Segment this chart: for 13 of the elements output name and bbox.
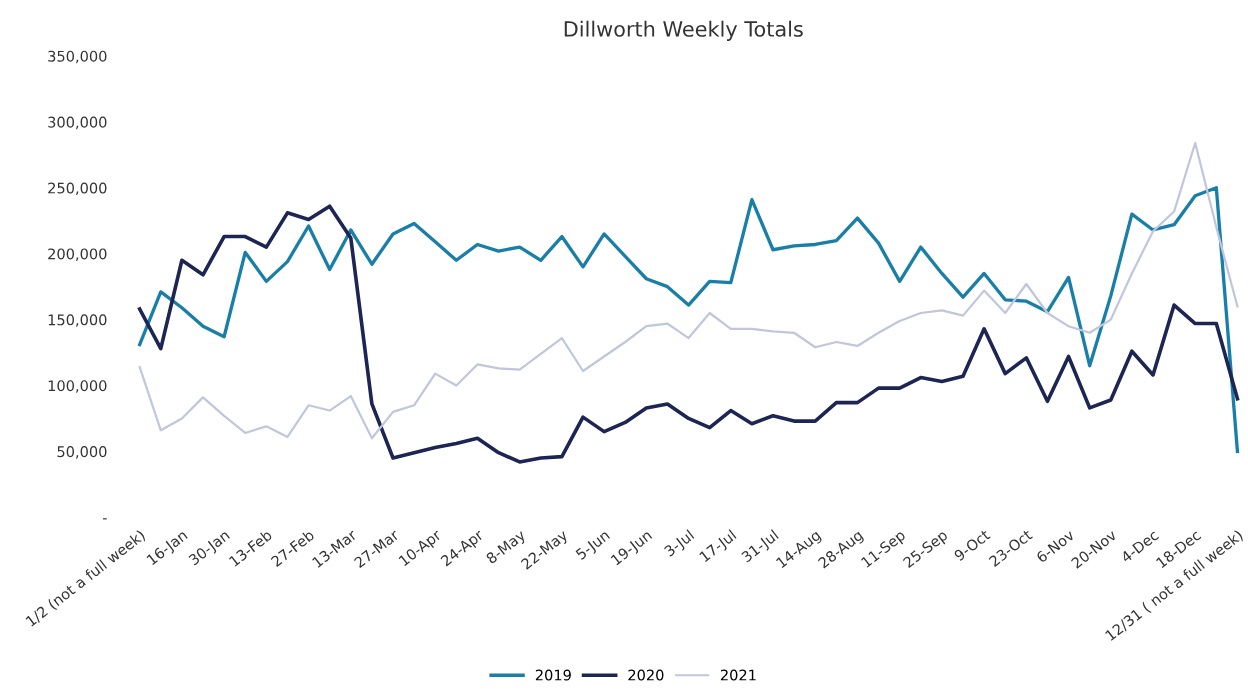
y-tick-label: 150,000 — [48, 314, 107, 327]
chart-title: Dillworth Weekly Totals — [564, 20, 803, 41]
y-tick-label: 100,000 — [48, 380, 107, 393]
legend-label: 2019 — [535, 669, 571, 681]
y-tick-label: 350,000 — [48, 50, 107, 64]
y-tick-label: 300,000 — [48, 116, 107, 130]
line-series — [138, 141, 1239, 440]
y-tick-label: 250,000 — [48, 182, 107, 196]
y-tick-label: - — [102, 518, 107, 520]
legend-label: 2020 — [628, 669, 664, 681]
y-tick-label: 200,000 — [48, 248, 107, 261]
legend-label: 2021 — [720, 669, 756, 681]
y-tick-label: 50,000 — [57, 446, 107, 459]
